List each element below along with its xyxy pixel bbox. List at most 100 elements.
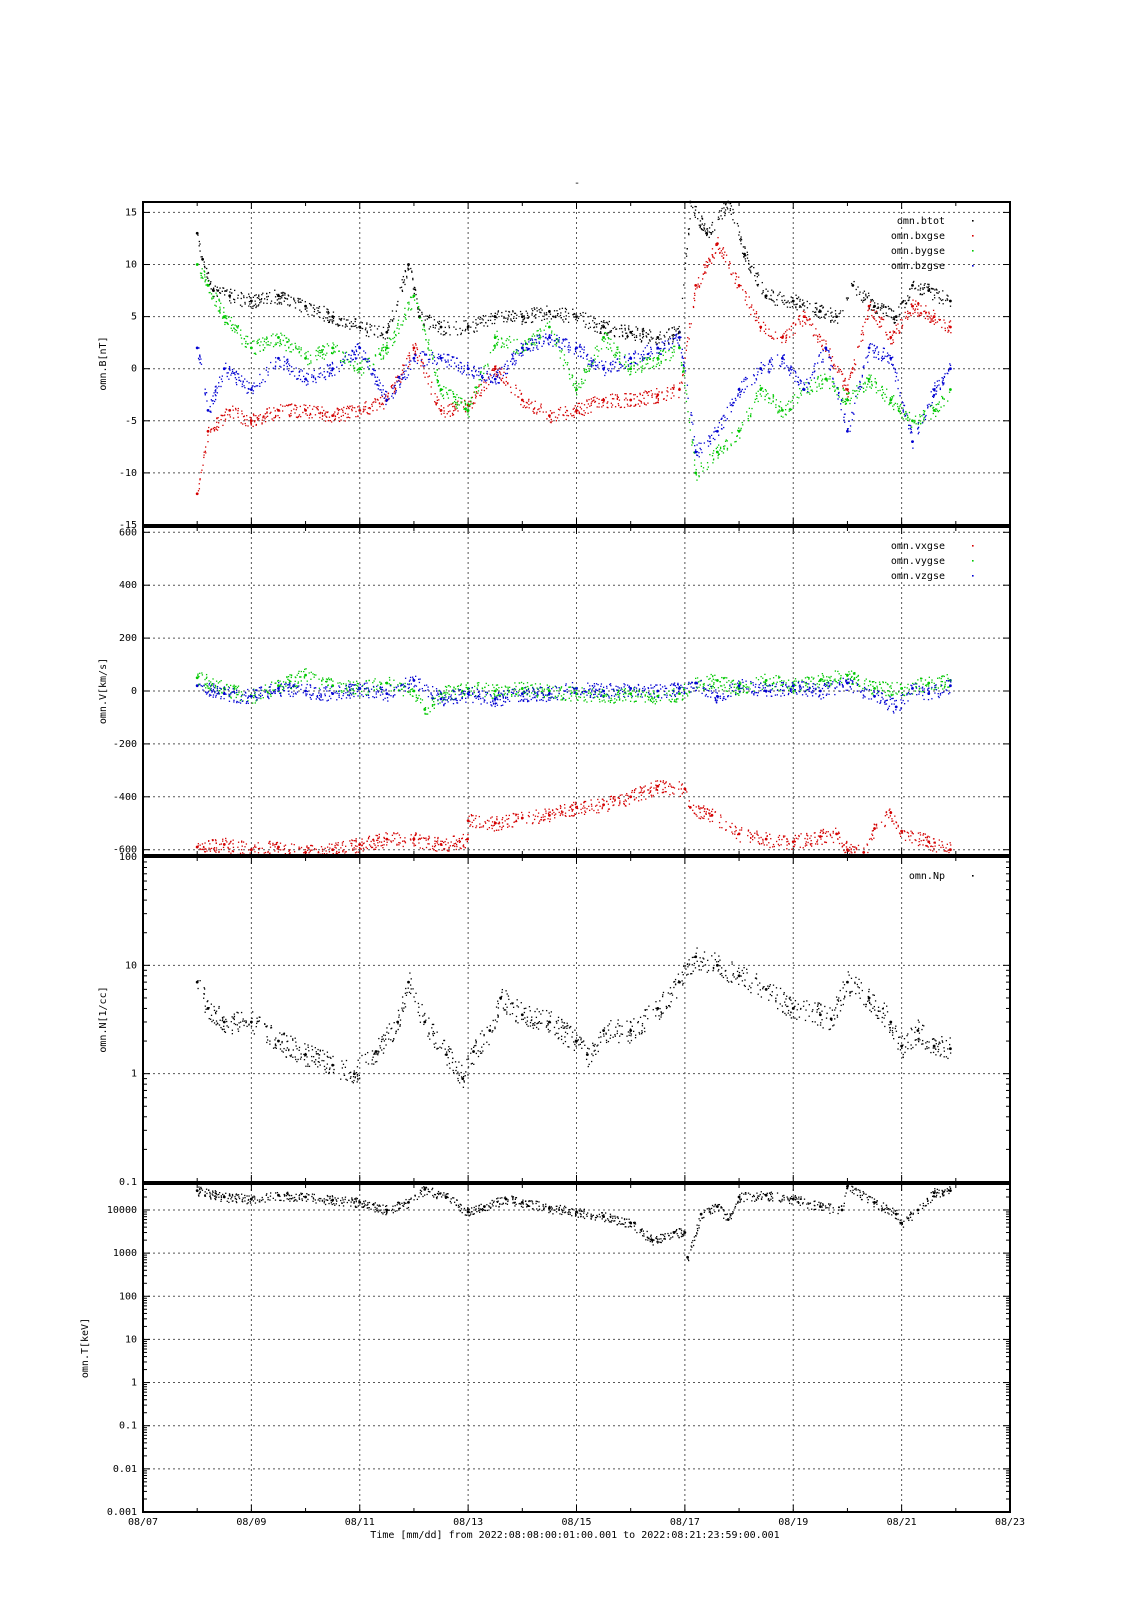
data-point: [402, 320, 404, 322]
data-point: [414, 342, 417, 345]
data-point: [216, 295, 219, 297]
data-point: [707, 265, 709, 267]
data-point: [204, 276, 206, 278]
data-point: [491, 816, 493, 818]
data-point: [593, 317, 595, 319]
data-point: [209, 405, 211, 408]
data-point: [433, 356, 436, 358]
data-point: [427, 341, 429, 344]
data-point: [270, 302, 272, 305]
data-point: [445, 387, 447, 389]
data-point: [876, 311, 878, 313]
data-point: [572, 408, 574, 410]
data-point: [721, 207, 723, 210]
data-point: [452, 402, 454, 404]
data-point: [625, 393, 627, 395]
data-point: [281, 292, 283, 294]
data-point: [599, 805, 601, 807]
data-point: [617, 403, 620, 405]
data-point: [743, 256, 745, 258]
data-point: [627, 370, 629, 372]
data-point: [767, 371, 769, 373]
data-point: [664, 340, 666, 342]
data-point: [686, 345, 688, 347]
data-point: [467, 410, 470, 412]
data-point: [515, 362, 517, 364]
data-point: [451, 414, 454, 416]
data-point: [910, 314, 912, 317]
data-point: [821, 378, 824, 380]
data-point: [755, 395, 758, 397]
data-point: [279, 340, 281, 343]
data-point: [523, 405, 526, 407]
data-point: [417, 306, 419, 309]
data-point: [416, 347, 418, 349]
data-point: [892, 317, 895, 319]
data-point: [481, 318, 483, 320]
data-point: [596, 804, 598, 806]
data-point: [251, 849, 253, 851]
data-point: [678, 396, 680, 399]
data-point: [605, 372, 607, 374]
data-point: [382, 326, 385, 329]
data-point: [836, 386, 838, 389]
data-point: [471, 370, 473, 372]
data-point: [617, 346, 619, 348]
data-point: [862, 334, 865, 336]
data-point: [677, 327, 679, 330]
data-point: [884, 355, 886, 357]
data-point: [873, 309, 875, 311]
data-point: [633, 394, 635, 396]
data-point: [559, 409, 561, 411]
data-point: [790, 296, 792, 298]
data-point: [681, 355, 684, 357]
data-point: [280, 292, 283, 294]
data-point: [623, 363, 626, 366]
data-point: [264, 347, 266, 349]
data-point: [284, 297, 286, 299]
data-point: [391, 320, 394, 322]
data-point: [235, 370, 238, 373]
data-point: [836, 322, 839, 324]
data-point: [731, 432, 733, 434]
data-point: [593, 354, 596, 356]
data-point: [410, 360, 412, 362]
data-point: [323, 370, 325, 373]
y-tick-label: -10: [119, 468, 137, 479]
data-point: [590, 366, 593, 368]
data-point: [903, 414, 906, 416]
data-point: [243, 296, 245, 299]
data-point: [714, 811, 717, 813]
data-point: [332, 317, 335, 320]
data-point: [927, 407, 929, 409]
data-point: [318, 346, 320, 348]
data-point: [269, 846, 272, 848]
data-point: [749, 266, 751, 269]
data-point: [851, 372, 854, 374]
data-point: [606, 321, 608, 324]
data-point: [777, 294, 779, 297]
data-point: [849, 430, 851, 433]
data-point: [832, 381, 835, 383]
data-point: [400, 378, 403, 380]
data-point: [788, 400, 790, 402]
data-point: [677, 336, 679, 339]
data-point: [534, 308, 536, 311]
data-point: [767, 392, 769, 395]
data-point: [259, 373, 261, 376]
data-point: [544, 314, 546, 316]
data-point: [941, 326, 943, 329]
data-point: [215, 395, 217, 397]
data-point: [446, 366, 448, 368]
data-point: [442, 357, 444, 359]
data-point: [514, 312, 517, 315]
data-point: [910, 428, 912, 431]
data-point: [338, 420, 341, 423]
data-point: [802, 299, 804, 301]
data-point: [419, 352, 422, 354]
data-point: [927, 846, 929, 848]
data-point: [726, 447, 729, 450]
data-point: [932, 288, 935, 290]
data-point: [246, 380, 248, 383]
data-point: [644, 390, 646, 392]
